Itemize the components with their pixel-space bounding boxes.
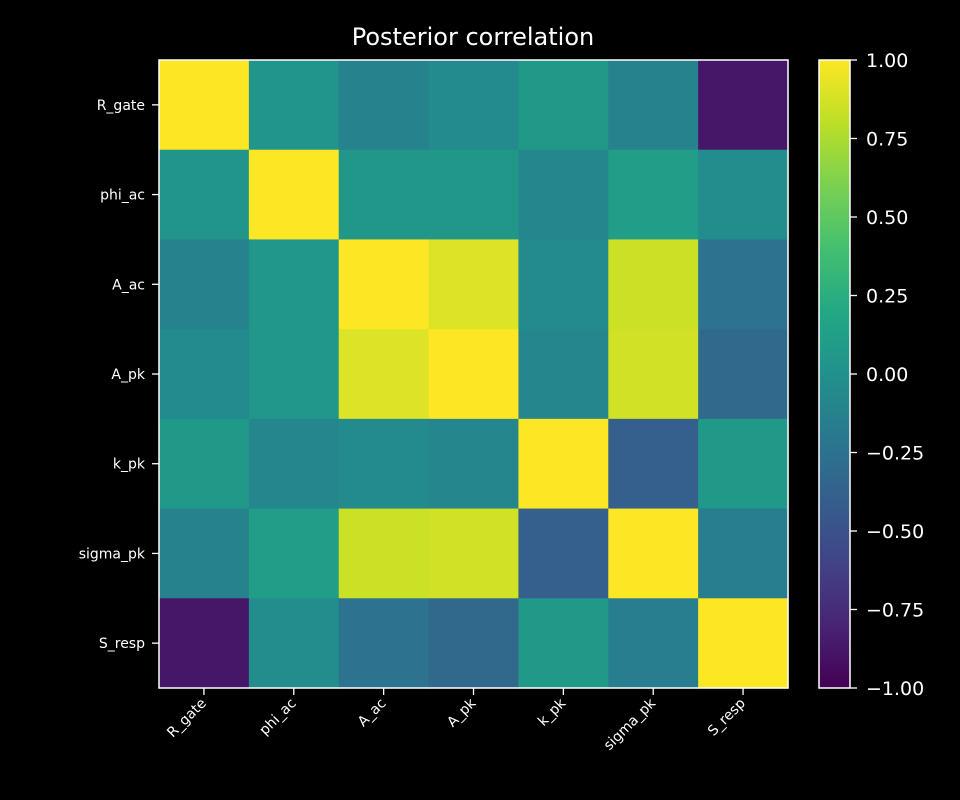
- y-tick-label: A_ac: [112, 277, 145, 293]
- chart-title: Posterior correlation: [352, 23, 594, 51]
- heatmap-cell: [338, 598, 430, 689]
- heatmap-cell: [428, 60, 520, 151]
- heatmap-cell: [338, 60, 430, 151]
- heatmap-cell: [338, 329, 430, 420]
- heatmap-cells: [159, 60, 789, 689]
- colorbar-tick-label: 0.25: [866, 286, 908, 308]
- heatmap-cell: [248, 329, 340, 420]
- heatmap-cell: [608, 508, 699, 599]
- colorbar-tick-label: −1.00: [866, 678, 924, 700]
- heatmap-cell: [698, 508, 789, 599]
- colorbar-tick-label: 0.75: [866, 129, 908, 151]
- heatmap-cell: [428, 149, 520, 241]
- heatmap-cell: [518, 418, 609, 510]
- heatmap-cell: [608, 149, 699, 241]
- heatmap-cell: [518, 239, 609, 330]
- y-tick-label: S_resp: [99, 636, 145, 652]
- heatmap-cell: [428, 239, 520, 330]
- heatmap-cell: [518, 508, 609, 599]
- colorbar-tick-label: 1.00: [866, 50, 908, 72]
- heatmap-cell: [159, 598, 250, 689]
- y-tick-label: k_pk: [113, 457, 146, 473]
- heatmap-cell: [698, 418, 789, 510]
- heatmap-cell: [248, 418, 340, 510]
- heatmap-cell: [608, 239, 699, 330]
- heatmap-cell: [608, 418, 699, 510]
- heatmap-cell: [159, 60, 250, 151]
- heatmap-cell: [518, 329, 609, 420]
- heatmap-cell: [428, 329, 520, 420]
- y-tick-label: phi_ac: [100, 188, 145, 204]
- heatmap-cell: [698, 60, 789, 151]
- heatmap-cell: [159, 508, 250, 599]
- heatmap-cell: [698, 149, 789, 241]
- heatmap-cell: [338, 508, 430, 599]
- y-tick-label: A_pk: [111, 367, 145, 383]
- heatmap-cell: [518, 598, 609, 689]
- heatmap-cell: [159, 149, 250, 241]
- colorbar-axis: 1.00 0.75 0.50 0.25 0.00 −0.25 −0.50 −0.75 −1.00: [850, 50, 924, 700]
- heatmap-cell: [428, 508, 520, 599]
- colorbar-tick-label: 0.50: [866, 207, 908, 229]
- y-axis: R_gate phi_ac A_ac A_pk k_pk sigma_pk S_resp: [79, 98, 159, 652]
- colorbar-tick-label: −0.50: [866, 521, 924, 543]
- heatmap-cell: [338, 418, 430, 510]
- heatmap-cell: [608, 329, 699, 420]
- heatmap-cell: [159, 329, 250, 420]
- heatmap-cell: [338, 149, 430, 241]
- colorbar-tick-label: −0.25: [866, 443, 924, 465]
- heatmap-cell: [608, 60, 699, 151]
- heatmap-cell: [518, 149, 609, 241]
- heatmap-cell: [248, 239, 340, 330]
- colorbar-tick-label: −0.75: [866, 600, 924, 622]
- heatmap-cell: [248, 598, 340, 689]
- heatmap-cell: [428, 598, 520, 689]
- heatmap-cell: [248, 60, 340, 151]
- heatmap-cell: [698, 239, 789, 330]
- heatmap-cell: [159, 239, 250, 330]
- y-tick-label: sigma_pk: [79, 546, 146, 562]
- heatmap-cell: [338, 239, 430, 330]
- heatmap-cell: [698, 329, 789, 420]
- heatmap-cell: [518, 60, 609, 151]
- heatmap-cell: [428, 418, 520, 510]
- y-tick-label: R_gate: [97, 98, 145, 114]
- colorbar-tick-label: 0.00: [866, 364, 908, 386]
- heatmap-cell: [248, 508, 340, 599]
- heatmap-cell: [608, 598, 699, 689]
- heatmap-cell: [248, 149, 340, 241]
- colorbar: [818, 59, 851, 689]
- heatmap-cell: [159, 418, 250, 510]
- heatmap-cell: [698, 598, 789, 689]
